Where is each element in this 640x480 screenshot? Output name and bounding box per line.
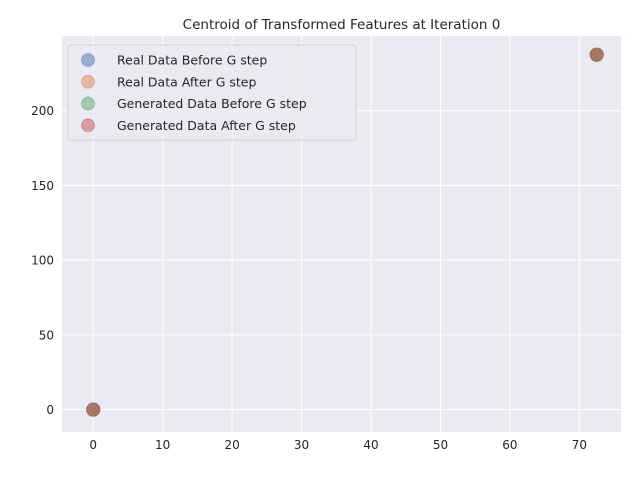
x-tick-labels: 0 10 20 30 40 50 60 70 (89, 438, 587, 452)
legend-marker (81, 96, 95, 111)
y-tick-label: 0 (46, 403, 54, 417)
legend-label: Real Data After G step (117, 74, 256, 89)
y-tick-labels: 0 50 100 150 200 (31, 104, 54, 417)
scatter-point-series-4 (86, 402, 101, 417)
x-tick-label: 50 (433, 438, 448, 452)
legend-marker (81, 118, 95, 133)
x-tick-label: 0 (89, 438, 97, 452)
data-points (86, 47, 604, 417)
x-tick-label: 60 (502, 438, 517, 452)
x-tick-label: 30 (294, 438, 309, 452)
y-tick-label: 200 (31, 104, 54, 118)
y-tick-label: 100 (31, 254, 54, 268)
y-tick-label: 150 (31, 179, 54, 193)
scatter-point-series-4 (589, 47, 604, 62)
legend-marker (81, 53, 95, 67)
y-tick-label: 50 (39, 328, 54, 342)
legend: Real Data Before G step Real Data After G… (67, 44, 357, 141)
chart-title: Centroid of Transformed Features at Iter… (183, 17, 501, 33)
legend-label: Generated Data Before G step (117, 96, 307, 111)
x-tick-label: 10 (155, 438, 170, 452)
x-tick-label: 40 (363, 438, 378, 452)
x-tick-label: 20 (224, 438, 239, 452)
legend-label: Generated Data After G step (117, 118, 296, 133)
legend-frame (67, 44, 357, 141)
x-tick-label: 70 (572, 438, 587, 452)
legend-marker (81, 74, 95, 89)
legend-label: Real Data Before G step (117, 53, 267, 68)
